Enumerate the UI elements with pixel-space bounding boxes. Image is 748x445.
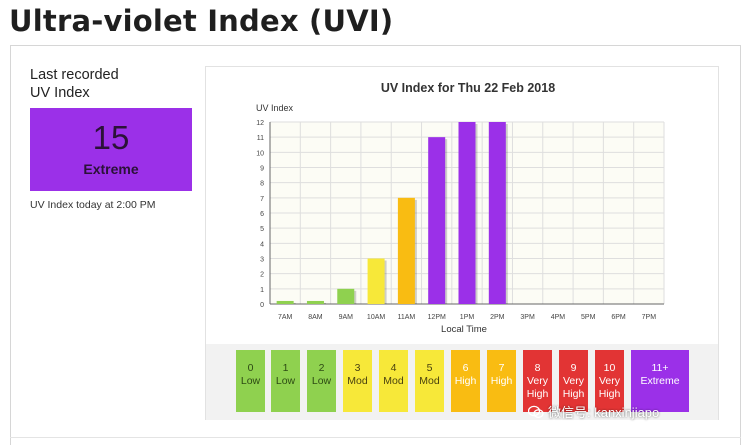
- y-tick-label: 1: [260, 287, 264, 294]
- uv-level-number: 6: [462, 362, 469, 374]
- bar: [276, 300, 294, 304]
- uv-level-label: Mod: [419, 375, 440, 387]
- uv-level-number: 0: [247, 362, 254, 374]
- x-tick-label: 7PM: [642, 314, 657, 321]
- uv-level-number: 9: [570, 362, 577, 374]
- uv-level-label: Low: [240, 375, 261, 387]
- bar: [397, 197, 415, 304]
- y-tick-label: 6: [260, 211, 264, 218]
- y-tick-label: 8: [260, 181, 264, 188]
- x-tick-label: 1PM: [460, 314, 475, 321]
- uv-level-number: 10: [603, 362, 616, 374]
- y-tick-label: 2: [260, 272, 264, 279]
- uv-level-swatch: 4 Mod: [379, 350, 408, 412]
- uv-level-label: Mod: [347, 375, 368, 387]
- uv-level-swatch: 5 Mod: [415, 350, 444, 412]
- uv-level-swatch: 8 Very High: [523, 350, 552, 412]
- y-tick-label: 9: [260, 166, 264, 173]
- y-tick-label: 4: [260, 241, 264, 248]
- uv-level-number: 7: [498, 362, 505, 374]
- bar: [488, 122, 506, 304]
- watermark-text: 微信号: kanxinjiapo: [548, 405, 660, 420]
- current-uv-level: Extreme: [83, 161, 139, 177]
- y-tick-label: 0: [260, 302, 264, 309]
- y-tick-label: 12: [256, 120, 264, 127]
- last-recorded-label: Last recorded UV Index: [30, 67, 119, 101]
- bar: [306, 300, 324, 304]
- y-axis-label: UV Index: [256, 103, 294, 113]
- y-tick-label: 7: [260, 196, 264, 203]
- bar: [428, 137, 446, 304]
- y-tick-label: 11: [257, 135, 264, 142]
- uv-level-label: Mod: [383, 375, 404, 387]
- chart-title: UV Index for Thu 22 Feb 2018: [381, 81, 555, 95]
- bar: [458, 122, 476, 304]
- uv-level-number: 1: [282, 362, 289, 374]
- x-tick-label: 12PM: [428, 314, 446, 321]
- x-tick-label: 10AM: [367, 314, 385, 321]
- uv-scale-legend: 0 Low 1 Low 2 Low 3 Mod 4 Mod 5 Mod 6 High 7 High 8 Very …: [206, 344, 718, 420]
- x-tick-label: 2PM: [490, 314, 505, 321]
- uv-level-label: Low: [311, 375, 332, 387]
- uv-level-swatch: 2 Low: [307, 350, 336, 412]
- watermark: 微信号: kanxinjiapo: [527, 402, 660, 422]
- current-uv-value: 15: [92, 119, 130, 156]
- uv-recorded-time: UV Index today at 2:00 PM: [30, 199, 156, 211]
- uv-level-label: Very High: [598, 375, 621, 400]
- uv-level-label: Very High: [562, 375, 585, 400]
- uv-level-label: Extreme: [640, 375, 680, 387]
- x-tick-label: 11AM: [397, 314, 415, 321]
- uv-level-number: 11+: [651, 362, 669, 374]
- x-tick-label: 5PM: [581, 314, 596, 321]
- uv-level-swatch: 3 Mod: [343, 350, 372, 412]
- uv-level-swatch: 7 High: [487, 350, 516, 412]
- y-tick-label: 5: [260, 226, 264, 233]
- uv-level-swatch: 0 Low: [236, 350, 265, 412]
- uv-level-label: High: [490, 375, 513, 387]
- divider: [10, 437, 741, 438]
- y-tick-label: 3: [260, 257, 264, 264]
- uv-level-label: Low: [275, 375, 296, 387]
- y-tick-label: 10: [256, 150, 264, 157]
- x-tick-label: 7AM: [278, 314, 293, 321]
- uv-level-number: 5: [426, 362, 433, 374]
- page-title: Ultra-violet Index (UVI): [9, 4, 394, 38]
- x-tick-label: 3PM: [520, 314, 535, 321]
- uv-level-swatch: 10 Very High: [595, 350, 624, 412]
- bar: [367, 258, 385, 304]
- uv-level-label: High: [454, 375, 477, 387]
- x-tick-label: 6PM: [611, 314, 626, 321]
- uv-level-swatch: 1 Low: [271, 350, 300, 412]
- bar: [337, 288, 355, 304]
- uv-level-number: 4: [390, 362, 397, 374]
- chart-panel: 0 1 2 3 4 5 6 7 8 9 10 11 12 7AM 8AM 9AM 10AM 11AM 12PM 1PM…: [205, 66, 719, 420]
- current-uv-box: 15 Extreme: [30, 108, 192, 191]
- uv-level-label: Very High: [526, 375, 549, 400]
- x-tick-label: 4PM: [551, 314, 566, 321]
- x-tick-label: 8AM: [308, 314, 323, 321]
- x-tick-label: 9AM: [339, 314, 354, 321]
- wechat-icon: [527, 405, 544, 422]
- uv-level-swatch: 11+ Extreme: [631, 350, 689, 412]
- uv-level-swatch: 6 High: [451, 350, 480, 412]
- uv-level-number: 8: [534, 362, 541, 374]
- uv-level-swatch: 9 Very High: [559, 350, 588, 412]
- uv-level-number: 3: [354, 362, 361, 374]
- x-axis-label: Local Time: [441, 324, 487, 335]
- uv-level-number: 2: [318, 362, 325, 374]
